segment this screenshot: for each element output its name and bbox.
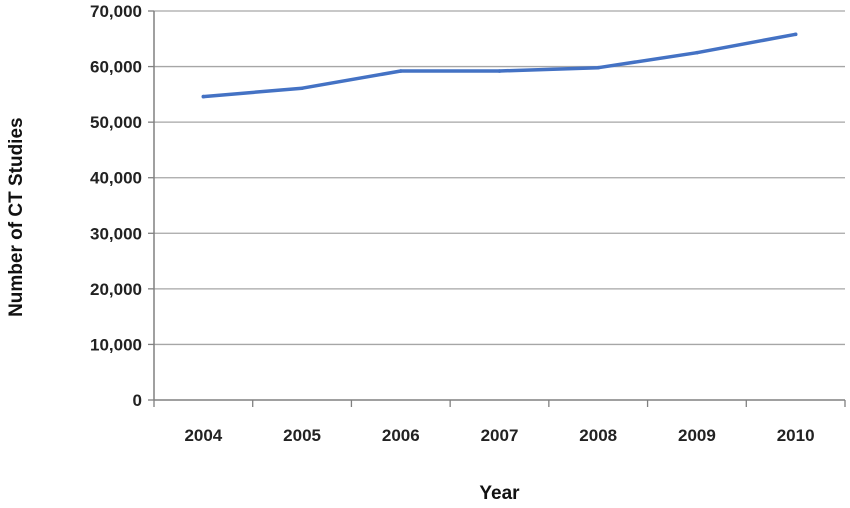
data-point [793,32,798,37]
x-tick-label: 2008 [579,426,617,445]
y-tick-label: 40,000 [90,169,142,188]
x-tick-label: 2004 [184,426,222,445]
gridlines [154,10,845,346]
axes [148,10,846,407]
x-tick-label: 2005 [283,426,321,445]
tick-labels: 0 10,000 20,000 30,000 40,000 50,000 60,000 70,… [90,2,815,445]
x-tick-label: 2009 [678,426,716,445]
data-point [596,65,601,70]
y-tick-label: 60,000 [90,58,142,77]
data-point [497,69,502,73]
y-tick-label: 10,000 [90,335,142,354]
data-point [398,69,403,73]
y-tick-label: 0 [133,391,142,410]
x-tick-label: 2007 [481,426,519,445]
y-axis-title: Number of CT Studies [6,117,27,317]
data-point [695,50,699,55]
y-tick-label: 30,000 [90,224,142,243]
x-tick-label: 2010 [777,426,815,445]
y-tick-label: 70,000 [90,2,142,21]
y-tick-label: 20,000 [90,280,142,299]
series-layer [201,32,798,99]
x-tick-label: 2006 [382,426,420,445]
data-point [201,94,206,99]
x-axis-title: Year [479,483,520,504]
data-point [300,86,304,91]
series-line [201,32,798,99]
y-tick-label: 50,000 [90,113,142,132]
